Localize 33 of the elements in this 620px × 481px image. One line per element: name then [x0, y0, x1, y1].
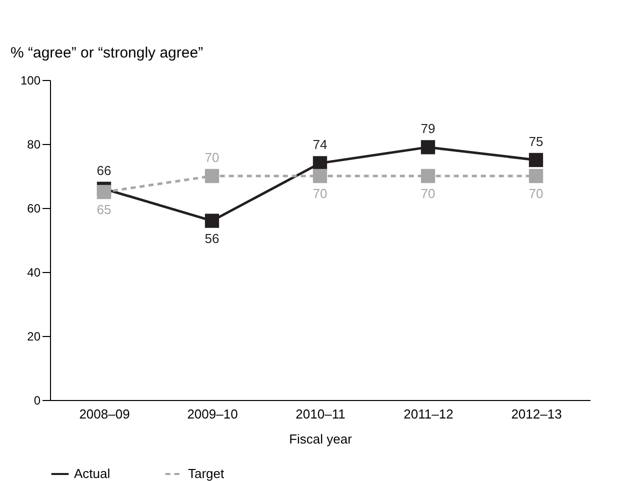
- y-tick-label: 80: [27, 138, 41, 152]
- data-label: 79: [420, 121, 436, 136]
- y-tick-label: 0: [34, 394, 41, 408]
- x-tick-label: 2012–13: [511, 406, 562, 422]
- x-tick-label: 2008–09: [79, 406, 130, 422]
- point: [312, 168, 328, 184]
- y-tick-label: 40: [27, 266, 41, 280]
- y-axis-title: % “agree” or “strongly agree”: [10, 44, 204, 62]
- data-label: 70: [204, 150, 220, 165]
- data-label: 56: [204, 230, 220, 246]
- x-axis-title: Fiscal year: [289, 432, 353, 446]
- point: [96, 184, 112, 200]
- x-tick-label: 2010–11: [296, 406, 346, 422]
- x-tick-label: 2011–12: [404, 406, 454, 422]
- data-label: 70: [420, 186, 436, 201]
- y-tick-label: 60: [27, 202, 41, 216]
- y-tick-label: 20: [27, 330, 41, 344]
- data-label: 66: [96, 162, 112, 178]
- point: [528, 168, 544, 184]
- point: [420, 140, 436, 154]
- data-label: 74: [312, 137, 328, 152]
- point: [204, 168, 220, 184]
- x-tick-label: 2009–10: [187, 406, 238, 422]
- y-tick-label: 100: [20, 74, 41, 88]
- point: [420, 168, 436, 184]
- legend-label: Target: [188, 466, 225, 481]
- point: [528, 152, 544, 168]
- data-label: 75: [528, 134, 544, 149]
- legend-label: Actual: [74, 466, 110, 481]
- data-label: 65: [96, 202, 112, 217]
- data-label: 70: [528, 186, 544, 201]
- data-label: 70: [312, 186, 328, 201]
- point: [204, 214, 220, 228]
